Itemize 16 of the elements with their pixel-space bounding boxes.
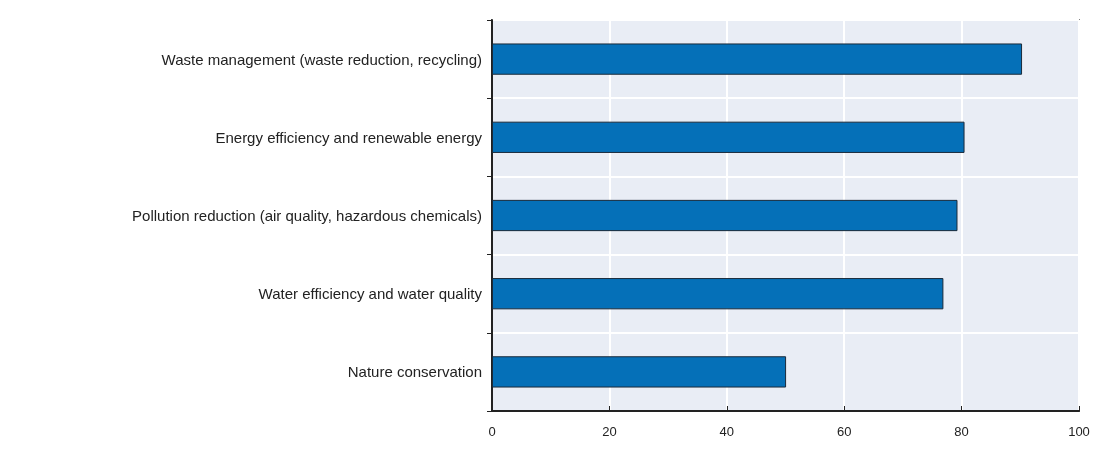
bar <box>492 278 944 310</box>
bar <box>492 43 1023 75</box>
x-tick-label: 80 <box>954 424 969 439</box>
y-tick-label: Waste management (waste reduction, recycling) <box>161 50 482 68</box>
x-tick-label: 100 <box>1068 424 1090 439</box>
y-tick-label: Pollution reduction (air quality, hazardous chemicals) <box>132 207 482 224</box>
bar <box>492 121 965 153</box>
x-tick-label: 0 <box>488 424 496 439</box>
x-tick-label: 20 <box>602 424 617 439</box>
bar <box>492 199 958 232</box>
y-tick-label: Energy efficiency and renewable energy <box>215 128 483 146</box>
x-tick-label: 60 <box>836 424 852 439</box>
bar <box>492 356 787 388</box>
y-tick-label: Water efficiency and water quality <box>258 285 483 303</box>
x-tick-label: 40 <box>719 424 735 439</box>
y-tick-label: Nature conservation <box>347 363 482 381</box>
